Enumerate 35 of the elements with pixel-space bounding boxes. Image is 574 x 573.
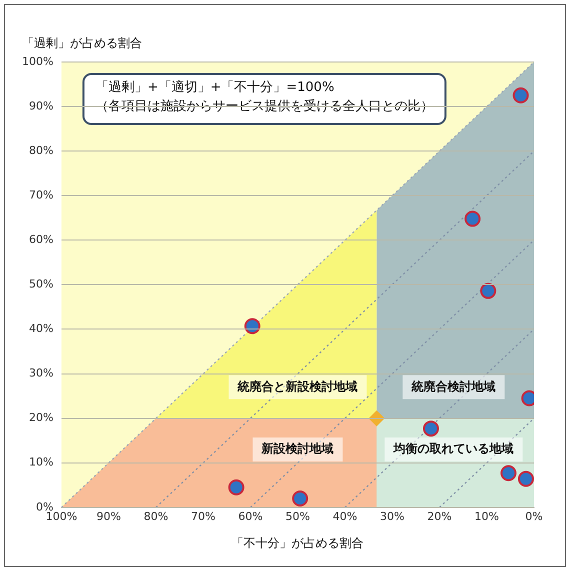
y-tick-label: 50%	[28, 278, 54, 291]
x-tick-label: 90%	[96, 510, 121, 523]
x-tick-label: 0%	[525, 510, 543, 523]
point	[292, 490, 308, 506]
point	[480, 282, 496, 299]
y-tick-label: 80%	[28, 144, 54, 157]
x-tick-label: 50%	[285, 510, 310, 523]
x-tick-label: 40%	[332, 510, 358, 523]
y-tick-label: 10%	[28, 456, 54, 469]
point	[500, 465, 516, 482]
y-tick-label: 60%	[28, 233, 54, 246]
x-axis-title: 「不十分」が占める割合	[232, 536, 364, 550]
x-tick-label: 30%	[380, 510, 404, 523]
annotation: 統廃合検討地域	[410, 379, 496, 394]
point	[518, 470, 534, 487]
x-tick-label: 10%	[474, 510, 499, 523]
y-axis-title: 「過剰」が占める割合	[22, 36, 142, 50]
point	[244, 318, 260, 334]
y-tick-label: 30%	[28, 366, 54, 380]
y-tick-label: 100%	[22, 54, 54, 68]
x-tick-label: 70%	[190, 510, 216, 523]
x-tick-label: 20%	[427, 510, 452, 523]
point	[512, 87, 529, 104]
annotation: 統廃合と新設検討地域	[236, 379, 358, 394]
point	[228, 479, 244, 496]
y-tick-label: 20%	[28, 411, 54, 424]
point	[464, 210, 481, 227]
annotation: 新設検討地域	[260, 442, 334, 456]
y-tick-label: 40%	[28, 322, 54, 336]
annotation: 均衡の取れている地域	[392, 442, 514, 456]
point	[422, 420, 439, 437]
x-tick-label: 60%	[238, 510, 263, 523]
y-tick-label: 70%	[28, 188, 54, 202]
y-tick-label: 90%	[28, 99, 54, 112]
x-tick-label: 80%	[144, 510, 168, 523]
